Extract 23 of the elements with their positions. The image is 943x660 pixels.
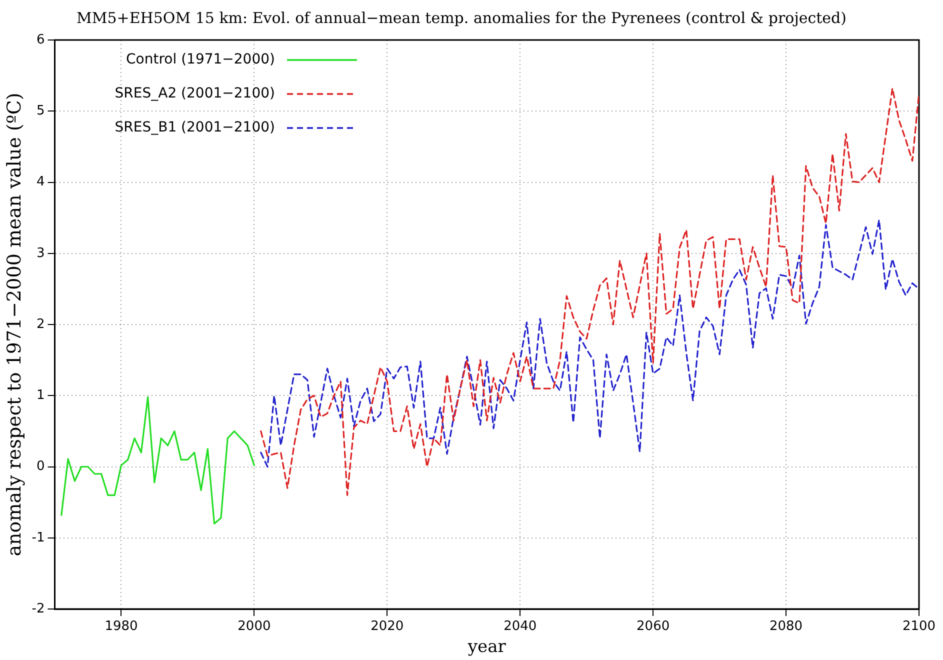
chart-title: MM5+EH5OM 15 km: Evol. of annual−mean temp. anomalies for the Pyrenees (control & projected) bbox=[76, 8, 846, 27]
y-tick-label: 4 bbox=[36, 174, 45, 190]
y-tick-label: -2 bbox=[32, 601, 45, 616]
legend-label: SRES_B1 (2001−2100) bbox=[114, 120, 275, 136]
y-tick-label: 0 bbox=[36, 459, 45, 474]
legend-label: SRES_A2 (2001−2100) bbox=[114, 86, 275, 102]
x-tick-label: 2040 bbox=[504, 619, 537, 634]
legend-label: Control (1971−2000) bbox=[126, 52, 275, 68]
y-tick-label: 2 bbox=[36, 316, 45, 332]
x-tick-label: 2080 bbox=[769, 619, 803, 634]
x-axis-title: year bbox=[466, 637, 507, 658]
x-tick-label: 2100 bbox=[902, 619, 936, 634]
y-tick-label: 6 bbox=[36, 32, 45, 48]
y-tick-label: 1 bbox=[36, 388, 45, 403]
y-tick-label: -1 bbox=[32, 530, 45, 546]
x-tick-label: 2060 bbox=[636, 619, 670, 634]
y-axis-title: anomaly respect to 1971−2000 mean value (ºC) bbox=[3, 92, 26, 556]
x-tick-label: 2020 bbox=[370, 619, 404, 634]
x-tick-label: 1980 bbox=[104, 619, 138, 634]
line-series bbox=[260, 219, 919, 468]
x-tick-label: 2000 bbox=[238, 619, 271, 634]
y-tick-label: 3 bbox=[36, 246, 45, 261]
y-tick-label: 5 bbox=[36, 104, 45, 118]
